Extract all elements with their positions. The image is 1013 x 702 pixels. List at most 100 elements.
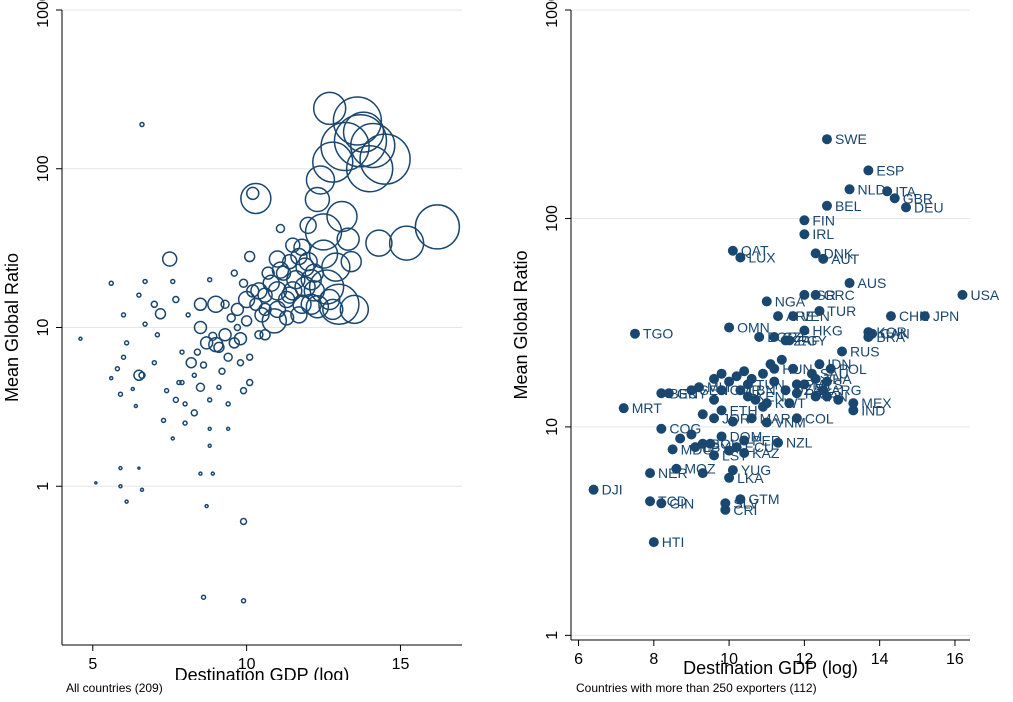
scatter-point [108, 375, 114, 381]
point-label: IRL [812, 226, 834, 242]
scatter-point [727, 465, 738, 476]
y-axis-title: Mean Global Ratio [511, 250, 531, 399]
scatter-point [179, 379, 185, 386]
scatter-point [799, 379, 810, 390]
scatter-point [118, 465, 123, 471]
scatter-point [814, 305, 825, 316]
point-label: MRT [632, 400, 663, 416]
scatter-point [791, 379, 802, 390]
scatter-point [333, 114, 388, 168]
point-label: GBR [903, 190, 933, 206]
scatter-point [735, 385, 746, 396]
scatter-point [901, 202, 912, 213]
point-label: HKG [812, 323, 842, 339]
scatter-point [230, 302, 245, 317]
scatter-point [154, 332, 161, 338]
scatter-point [246, 186, 260, 201]
scatter-point [345, 145, 394, 193]
y-tick-label: 1000 [544, 0, 561, 28]
point-label: YUG [741, 462, 771, 478]
point-label: ETH [730, 402, 758, 418]
scatter-point [656, 423, 667, 434]
scatter-point [693, 382, 704, 393]
scatter-point [240, 182, 272, 215]
point-label: PER [752, 433, 781, 449]
scatter-point [161, 251, 178, 267]
point-label: GTM [748, 491, 779, 507]
scatter-point [750, 394, 761, 405]
scatter-point [821, 200, 832, 211]
scatter-point [844, 278, 855, 289]
scatter-point [318, 283, 360, 326]
point-label: NGA [775, 293, 806, 309]
scatter-point [199, 361, 208, 369]
scatter-point [139, 487, 145, 493]
scatter-point [218, 367, 226, 376]
scatter-point [735, 494, 746, 505]
point-label: MEX [861, 395, 892, 411]
scatter-point [207, 443, 212, 448]
scatter-point [690, 442, 701, 453]
scatter-point [332, 96, 383, 146]
scatter-point [245, 353, 254, 361]
scatter-point [724, 322, 735, 333]
scatter-point [243, 250, 256, 263]
scatter-point [318, 288, 341, 311]
scatter-point [206, 397, 213, 403]
point-label: RUS [850, 344, 880, 360]
point-label: DEU [914, 199, 944, 215]
scatter-point [388, 225, 425, 261]
scatter-point [207, 426, 212, 432]
scatter-point [238, 278, 249, 288]
scatter-point [268, 250, 287, 268]
scatter-point [114, 365, 121, 372]
scatter-point [236, 358, 245, 367]
scatter-point [225, 401, 231, 407]
scatter-point [799, 229, 810, 240]
scatter-point [720, 504, 731, 515]
point-label: EGY [797, 332, 827, 348]
scatter-point [292, 294, 312, 315]
point-label: LBN [748, 382, 775, 398]
scatter-point [78, 336, 83, 341]
scatter-point [746, 373, 757, 384]
scatter-point [339, 294, 370, 325]
scatter-point [172, 396, 180, 404]
scatter-point [724, 376, 735, 387]
scatter-point [261, 266, 275, 280]
scatter-point [340, 250, 362, 273]
scatter-point [179, 349, 185, 355]
scatter-point [245, 378, 254, 387]
scatter-point [336, 227, 360, 251]
point-label: ECU [745, 439, 775, 455]
scatter-point [863, 165, 874, 176]
point-label: AUT [831, 251, 859, 267]
scatter-point [182, 420, 188, 426]
scatter-point [312, 91, 347, 126]
scatter-point [784, 335, 795, 346]
scatter-point [94, 481, 98, 485]
scatter-point [727, 245, 738, 256]
y-tick-label: 10 [544, 418, 561, 436]
scatter-point [326, 200, 358, 233]
scatter-point [885, 311, 896, 322]
scatter-point [671, 463, 682, 474]
scatter-point [172, 295, 180, 304]
y-tick-label: 10 [35, 319, 52, 337]
scatter-point [739, 447, 750, 458]
scatter-point [799, 325, 810, 336]
scatter-point [117, 391, 124, 397]
scatter-point [120, 354, 127, 360]
x-axis-title: Destination GDP (log) [175, 665, 350, 680]
y-axis-title: Mean Global Ratio [2, 253, 22, 402]
scatter-point [731, 442, 742, 453]
scatter-point [150, 300, 159, 309]
scatter-point [765, 359, 776, 370]
scatter-point [727, 416, 738, 427]
scatter-point [716, 431, 727, 442]
scatter-point [139, 121, 145, 128]
scatter-point [204, 503, 209, 509]
scatter-point [304, 186, 331, 213]
scatter-point [342, 111, 385, 153]
scatter-point [223, 352, 233, 362]
